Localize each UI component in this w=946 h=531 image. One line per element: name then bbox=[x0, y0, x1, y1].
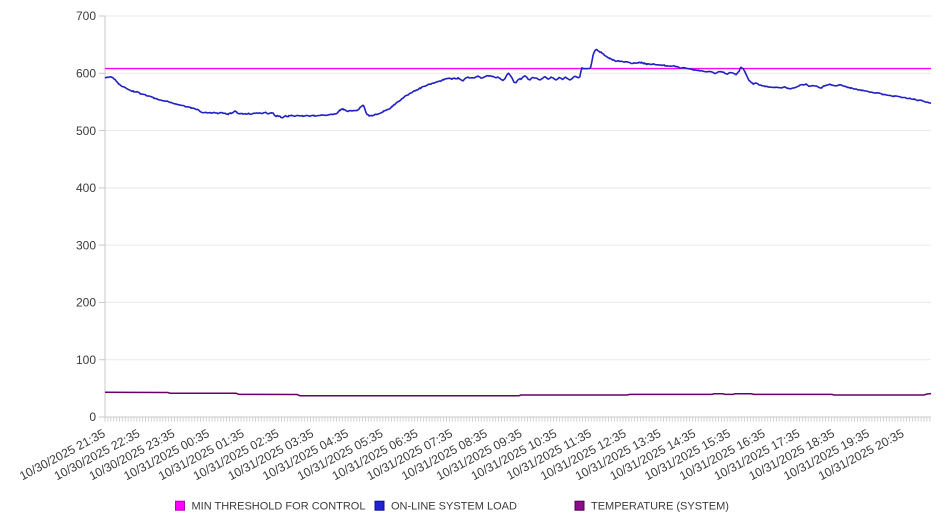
svg-text:300: 300 bbox=[76, 238, 96, 252]
svg-text:100: 100 bbox=[76, 353, 96, 367]
svg-text:600: 600 bbox=[76, 67, 96, 81]
svg-text:MIN THRESHOLD FOR CONTROL: MIN THRESHOLD FOR CONTROL bbox=[192, 500, 366, 512]
svg-text:200: 200 bbox=[76, 296, 96, 310]
svg-text:TEMPERATURE (SYSTEM): TEMPERATURE (SYSTEM) bbox=[591, 500, 729, 512]
svg-text:0: 0 bbox=[89, 410, 96, 424]
svg-text:ON-LINE SYSTEM LOAD: ON-LINE SYSTEM LOAD bbox=[391, 500, 517, 512]
svg-text:400: 400 bbox=[76, 181, 96, 195]
svg-text:500: 500 bbox=[76, 124, 96, 138]
svg-text:700: 700 bbox=[76, 9, 96, 23]
